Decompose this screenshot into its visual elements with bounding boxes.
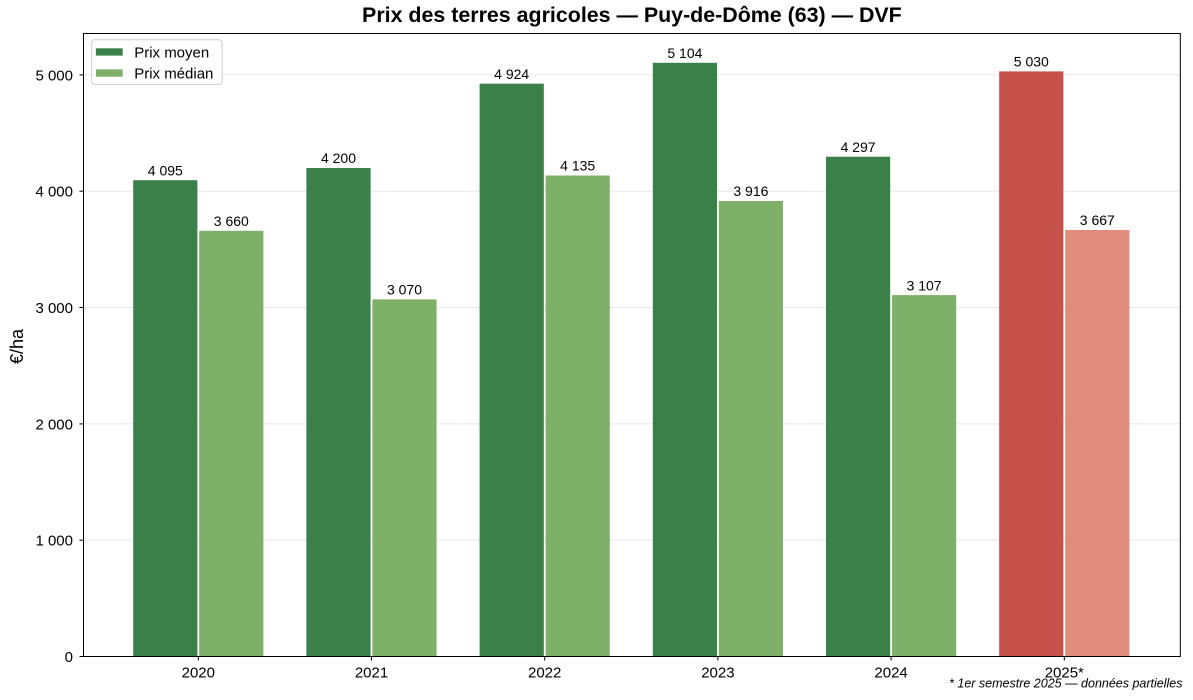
- svg-text:2023: 2023: [701, 664, 734, 681]
- svg-text:1 000: 1 000: [35, 533, 73, 550]
- svg-text:3 660: 3 660: [214, 213, 249, 229]
- svg-text:3 107: 3 107: [907, 277, 942, 293]
- svg-text:Prix moyen: Prix moyen: [134, 44, 209, 61]
- svg-text:2 000: 2 000: [35, 416, 73, 433]
- svg-text:4 297: 4 297: [841, 139, 876, 155]
- svg-text:0: 0: [65, 649, 73, 666]
- svg-text:4 200: 4 200: [321, 150, 356, 166]
- svg-text:Prix médian: Prix médian: [134, 66, 213, 83]
- svg-text:3 916: 3 916: [733, 183, 768, 199]
- svg-text:2022: 2022: [528, 664, 561, 681]
- svg-text:4 135: 4 135: [560, 158, 595, 174]
- svg-text:3 000: 3 000: [35, 300, 73, 317]
- svg-text:Prix des terres agricoles — Pu: Prix des terres agricoles — Puy-de-Dôme …: [362, 3, 902, 27]
- svg-text:2021: 2021: [355, 664, 388, 681]
- svg-text:3 667: 3 667: [1080, 212, 1115, 228]
- svg-text:2020: 2020: [182, 664, 215, 681]
- svg-text:2025*: 2025*: [1045, 664, 1084, 681]
- svg-text:5 000: 5 000: [35, 67, 73, 84]
- svg-text:* 1er semestre 2025 — données: * 1er semestre 2025 — données partielles: [949, 677, 1182, 691]
- svg-text:4 924: 4 924: [494, 66, 529, 82]
- svg-text:2024: 2024: [874, 664, 907, 681]
- svg-text:5 104: 5 104: [667, 45, 702, 61]
- svg-text:3 070: 3 070: [387, 282, 422, 298]
- svg-text:€/ha: €/ha: [7, 328, 27, 364]
- svg-text:4 000: 4 000: [35, 184, 73, 201]
- svg-text:5 030: 5 030: [1014, 54, 1049, 70]
- svg-text:4 095: 4 095: [148, 162, 183, 178]
